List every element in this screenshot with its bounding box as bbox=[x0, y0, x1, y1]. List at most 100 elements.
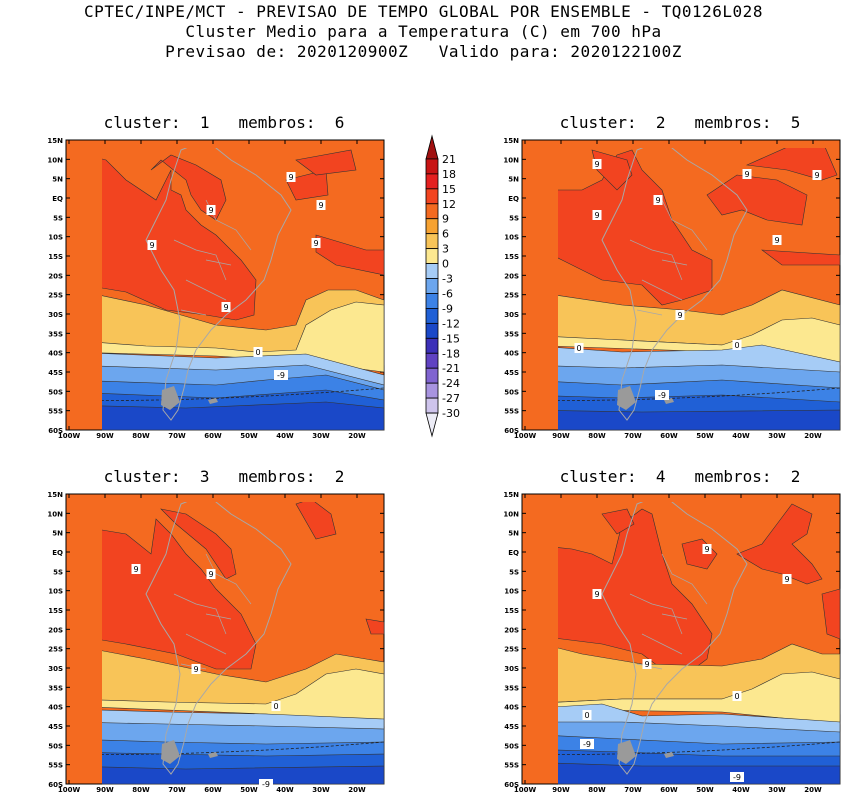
lon-label: 20W bbox=[804, 786, 822, 794]
svg-text:-9: -9 bbox=[658, 391, 666, 400]
svg-text:0: 0 bbox=[734, 692, 739, 701]
contour-label: -9 bbox=[274, 370, 288, 380]
colorbar-label: 9 bbox=[442, 213, 449, 226]
coastline bbox=[145, 502, 292, 775]
lat-label: 30S bbox=[48, 665, 63, 673]
colorbar-label: -12 bbox=[442, 317, 460, 330]
contour-label: 9 bbox=[782, 574, 792, 584]
lat-label: 10N bbox=[503, 510, 519, 518]
lat-label: 25S bbox=[48, 646, 63, 654]
contour-label: 9 bbox=[742, 169, 752, 179]
lon-label: 40W bbox=[276, 786, 294, 794]
lat-label: EQ bbox=[508, 195, 519, 203]
colorbar: 21 18 15 12 9 6 3 0 -3-6 -9 -12 -15 -18 -21 -24 -27 -30 bbox=[425, 134, 460, 438]
colorbar-swatch bbox=[425, 382, 439, 399]
lon-label: 30W bbox=[312, 432, 330, 440]
lat-label: 30S bbox=[504, 311, 519, 319]
svg-text:-9: -9 bbox=[733, 773, 741, 782]
band-c12-2 bbox=[285, 169, 329, 201]
lon-label: 50W bbox=[240, 432, 258, 440]
colorbar-swatch bbox=[425, 218, 439, 235]
svg-text:9: 9 bbox=[677, 311, 682, 320]
colorbar-swatch bbox=[425, 337, 439, 354]
band-c0-6 bbox=[102, 301, 385, 373]
lat-label: 5N bbox=[508, 530, 519, 538]
lat-label: 60S bbox=[504, 781, 519, 789]
lon-label: 20W bbox=[348, 432, 366, 440]
svg-text:9: 9 bbox=[784, 575, 789, 584]
panel-3-map: 15N 10N 5N EQ 5S 10S 15S 20S 25S 30S 35S 40S 45S 50S 5… bbox=[47, 491, 385, 794]
lon-label: 70W bbox=[624, 432, 642, 440]
contour-label: -9 bbox=[730, 772, 744, 782]
band-c0-6 bbox=[558, 671, 841, 725]
lon-label: 100W bbox=[514, 786, 537, 794]
lat-label: 60S bbox=[48, 781, 63, 789]
svg-text:9: 9 bbox=[223, 303, 228, 312]
lon-label: 50W bbox=[696, 786, 714, 794]
lat-label: 15N bbox=[503, 137, 519, 145]
colorbar-swatch bbox=[425, 134, 439, 160]
svg-text:9: 9 bbox=[774, 236, 779, 245]
lat-label: 25S bbox=[504, 292, 519, 300]
contour-label: 9 bbox=[316, 200, 326, 210]
svg-text:9: 9 bbox=[318, 201, 323, 210]
lat-label: 15S bbox=[48, 253, 63, 261]
lon-label: 40W bbox=[732, 786, 750, 794]
svg-text:0: 0 bbox=[584, 711, 589, 720]
svg-text:9: 9 bbox=[594, 160, 599, 169]
colorbar-label: 0 bbox=[442, 258, 449, 271]
contour-label: 9 bbox=[675, 310, 685, 320]
band-c0-5 bbox=[102, 668, 385, 727]
contour-label: 0 bbox=[271, 701, 281, 711]
lon-label: 70W bbox=[624, 786, 642, 794]
contour-label: 9 bbox=[812, 170, 822, 180]
patagonia-land bbox=[161, 386, 180, 410]
colorbar-swatch bbox=[425, 188, 439, 205]
svg-text:9: 9 bbox=[594, 211, 599, 220]
contour-label: 0 bbox=[582, 710, 592, 720]
svg-text:9: 9 bbox=[288, 173, 293, 182]
lat-label: 55S bbox=[48, 408, 63, 416]
contour-label: 9 bbox=[131, 564, 141, 574]
svg-text:9: 9 bbox=[644, 660, 649, 669]
temperature-field: 9 9 9 9 9 9 0 -9 bbox=[102, 148, 385, 431]
svg-text:9: 9 bbox=[814, 171, 819, 180]
lon-label: 60W bbox=[204, 432, 222, 440]
lat-label: 10S bbox=[504, 588, 519, 596]
lon-label: 20W bbox=[348, 786, 366, 794]
svg-text:9: 9 bbox=[704, 545, 709, 554]
band-m15-10 bbox=[102, 765, 385, 785]
lat-label: 15S bbox=[504, 253, 519, 261]
lon-label: 30W bbox=[768, 786, 786, 794]
lon-label: 90W bbox=[552, 786, 570, 794]
colorbar-swatch bbox=[425, 322, 439, 339]
lat-label: 5S bbox=[509, 214, 519, 222]
lat-label: 10N bbox=[503, 156, 519, 164]
contour-label: 0 bbox=[732, 340, 742, 350]
contour-minus9 bbox=[558, 387, 841, 401]
lat-label: 50S bbox=[48, 742, 63, 750]
band-m15-11 bbox=[558, 762, 841, 785]
lat-label: 60S bbox=[504, 427, 519, 435]
svg-text:0: 0 bbox=[734, 341, 739, 350]
contour-label: 9 bbox=[147, 240, 157, 250]
contour-label: 9 bbox=[206, 569, 216, 579]
lat-label: 35S bbox=[48, 684, 63, 692]
lat-label: 15S bbox=[48, 607, 63, 615]
lat-label: 10N bbox=[47, 510, 63, 518]
lon-label: 60W bbox=[204, 786, 222, 794]
band-c12-0 bbox=[558, 149, 713, 306]
svg-text:-9: -9 bbox=[583, 740, 591, 749]
lat-label: 40S bbox=[504, 704, 519, 712]
panel-2-map: 15N 10N 5N EQ 5S 10S 15S 20S 25S 30S 35S 40S 45S 50S 5… bbox=[503, 137, 841, 440]
temperature-field: 9 9 9 0 -9 bbox=[102, 502, 385, 789]
lat-label: 20S bbox=[48, 272, 63, 280]
coastline bbox=[601, 148, 748, 421]
lat-label: 5S bbox=[53, 568, 63, 576]
lat-label: 50S bbox=[504, 742, 519, 750]
lat-label: 50S bbox=[504, 388, 519, 396]
band-m15-11 bbox=[558, 409, 841, 431]
temperature-field: 9 9 9 9 9 9 9 0 0 -9 bbox=[558, 148, 841, 431]
colorbar-label: 3 bbox=[442, 243, 449, 256]
